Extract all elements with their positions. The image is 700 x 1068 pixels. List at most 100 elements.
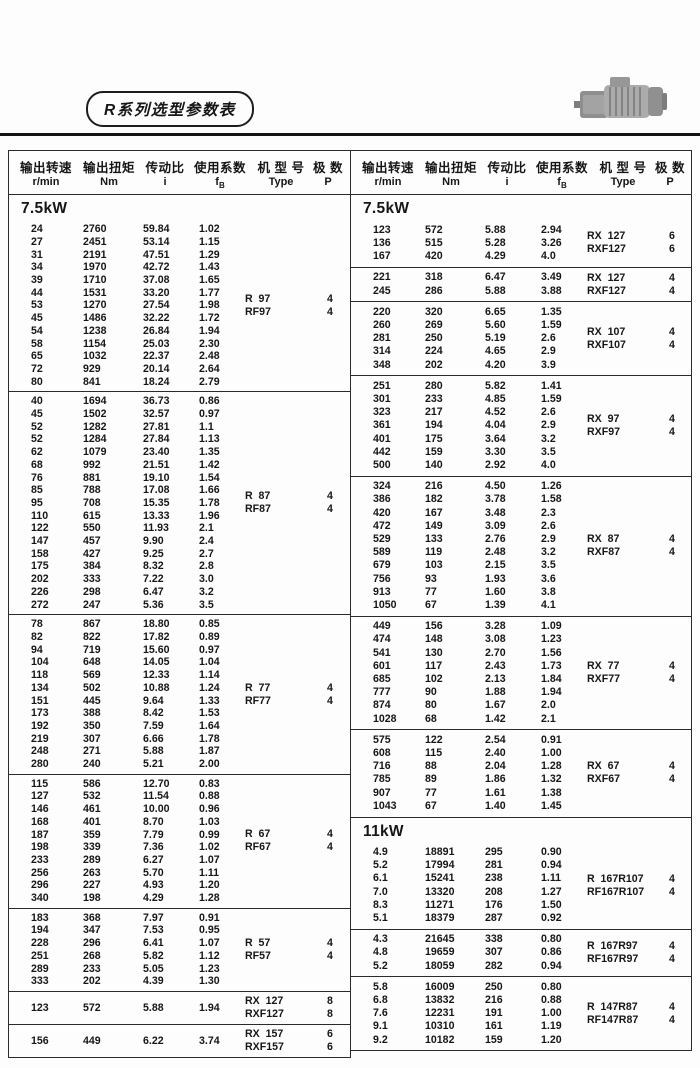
ratio-value: 42.72 — [143, 261, 170, 274]
table-row: 187 359 7.79 0.99 — [9, 829, 245, 842]
torque-value: 18891 — [425, 846, 455, 859]
service-factor-value: 2.6 — [541, 519, 556, 532]
table-row: 95 708 15.35 1.78 — [9, 497, 245, 510]
type-column: R 57 RF57 — [245, 937, 317, 963]
table-row: 785 89 1.86 1.32 — [351, 773, 587, 786]
ratio-value: 4.39 — [143, 975, 164, 988]
table-row: 333 202 4.39 1.30 — [9, 975, 245, 988]
table-row: 78 867 18.80 0.85 — [9, 618, 245, 631]
ratio-value: 5.21 — [143, 758, 164, 771]
service-factor-value: 0.94 — [541, 959, 562, 972]
header-label: 传动比 — [487, 161, 527, 175]
torque-value: 1079 — [83, 446, 107, 459]
speed-value: 72 — [31, 362, 43, 375]
service-factor-value: 3.2 — [541, 546, 556, 559]
speed-value: 8.3 — [373, 898, 388, 911]
table-row: 192 350 7.59 1.64 — [9, 720, 245, 733]
ratio-value: 1.60 — [485, 585, 506, 598]
speed-value: 45 — [31, 312, 43, 325]
ratio-value: 9.25 — [143, 547, 164, 560]
table-row: 679 103 2.15 3.5 — [351, 559, 587, 572]
poles-value: 6 — [669, 243, 675, 256]
ratio-value: 2.15 — [485, 559, 506, 572]
speed-value: 575 — [373, 733, 391, 746]
ratio-value: 37.08 — [143, 274, 170, 286]
ratio-value: 2.54 — [485, 733, 506, 746]
ratio-value: 208 — [485, 885, 503, 898]
torque-value: 240 — [83, 758, 101, 771]
torque-value: 401 — [83, 815, 101, 828]
section-power-label: 7.5kW — [21, 200, 68, 218]
type-label: RF57 — [245, 949, 271, 962]
torque-value: 269 — [425, 318, 443, 331]
speed-value: 173 — [31, 707, 49, 720]
service-factor-value: 1.11 — [199, 866, 220, 879]
speed-value: 168 — [31, 815, 49, 828]
speed-value: 52 — [31, 420, 43, 433]
table-row: 1043 67 1.40 1.45 — [351, 800, 587, 813]
type-label: RXF77 — [587, 672, 620, 685]
table-row: 173 388 8.42 1.53 — [9, 707, 245, 720]
speed-value: 5.1 — [373, 912, 388, 925]
type-column: RX 87 RXF87 — [587, 533, 659, 559]
speed-value: 194 — [31, 924, 49, 937]
torque-value: 2451 — [83, 235, 107, 248]
table-row: 4.3 21645 338 0.80 — [351, 933, 587, 946]
type-column: RX 127 RXF127 — [587, 230, 659, 256]
ratio-value: 2.40 — [485, 747, 506, 759]
service-factor-value: 2.4 — [199, 535, 214, 548]
ratio-value: 2.43 — [485, 659, 506, 672]
table-row: 40 1694 36.73 0.86 — [9, 395, 245, 408]
service-factor-value: 1.35 — [199, 446, 220, 459]
speed-value: 401 — [373, 432, 391, 445]
poles-value: 4 — [327, 681, 333, 694]
header-label: 使用系数 — [535, 161, 588, 175]
poles-value: 4 — [669, 412, 675, 425]
torque-value: 457 — [83, 535, 101, 548]
table-row: 183 368 7.97 0.91 — [9, 912, 245, 925]
table-row: 401 175 3.64 3.2 — [351, 433, 587, 446]
header-label: 机 型 号 — [599, 161, 647, 175]
type-label: RXF157 — [245, 1040, 284, 1053]
ratio-value: 216 — [485, 994, 503, 1007]
service-factor-value: 1.02 — [199, 841, 220, 854]
poles-value: 4 — [669, 940, 675, 953]
ratio-value: 33.20 — [143, 286, 170, 299]
model-block: 40 1694 36.73 0.86 45 1502 32.57 0.97 52 1282 27.8… — [9, 391, 350, 614]
poles-value: 6 — [669, 230, 675, 243]
table-row: 245 286 5.88 3.88 — [351, 285, 587, 298]
speed-value: 24 — [31, 223, 43, 236]
ratio-value: 6.47 — [485, 271, 506, 284]
torque-value: 21645 — [425, 933, 455, 946]
table-row: 716 88 2.04 1.28 — [351, 760, 587, 773]
service-factor-value: 1.56 — [541, 646, 562, 659]
type-label: RXF107 — [587, 338, 626, 351]
table-row: 6.8 13832 216 0.88 — [351, 994, 587, 1007]
table-row: 80 841 18.24 2.79 — [9, 376, 245, 389]
ratio-value: 23.40 — [143, 446, 170, 459]
service-factor-value: 3.2 — [199, 585, 214, 598]
poles-value: 4 — [327, 503, 333, 516]
ratio-value: 281 — [485, 859, 503, 872]
speed-value: 472 — [373, 519, 391, 532]
type-label: RXF127 — [245, 1007, 284, 1020]
table-row: 907 77 1.61 1.38 — [351, 787, 587, 800]
speed-value: 1028 — [373, 712, 397, 725]
ratio-value: 3.64 — [485, 432, 506, 445]
ratio-value: 5.82 — [143, 949, 164, 962]
torque-value: 1970 — [83, 261, 107, 274]
torque-value: 1486 — [83, 312, 107, 325]
model-block-rows: 221 318 6.47 3.49 245 286 5.88 3.88 — [351, 271, 587, 297]
service-factor-value: 0.89 — [199, 630, 220, 643]
service-factor-value: 1.94 — [199, 1001, 220, 1014]
torque-value: 13832 — [425, 994, 455, 1007]
service-factor-value: 0.91 — [199, 911, 220, 924]
table-row: 685 102 2.13 1.84 — [351, 673, 587, 686]
speed-value: 158 — [31, 547, 49, 560]
service-factor-value: 2.0 — [541, 699, 556, 712]
torque-value: 280 — [425, 379, 443, 392]
model-block-rows: 78 867 18.80 0.85 82 822 17.82 0.89 94 719 15.60 0.… — [9, 618, 245, 770]
header-unit: Nm — [100, 176, 118, 188]
ratio-value: 20.14 — [143, 362, 170, 375]
speed-value: 323 — [373, 406, 391, 419]
